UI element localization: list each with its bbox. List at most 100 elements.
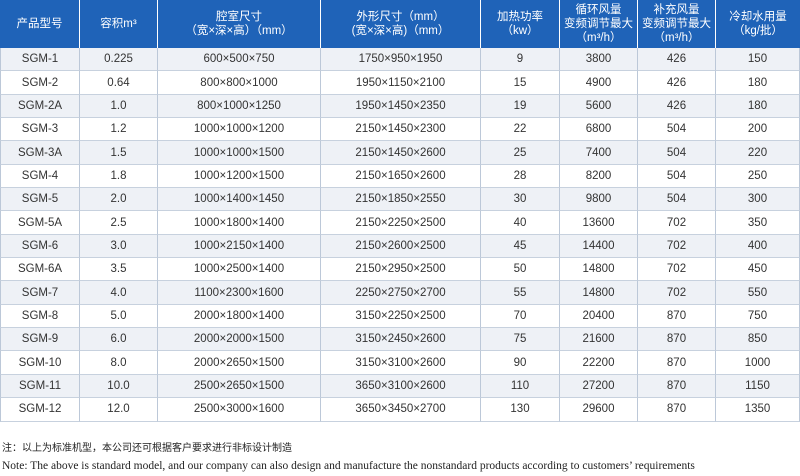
cell-model: SGM-3A	[0, 141, 80, 165]
cell-model: SGM-9	[0, 328, 80, 352]
cell-supplementary-air: 870	[638, 351, 716, 375]
cell-model: SGM-5	[0, 188, 80, 212]
cell-cooling-water: 180	[716, 71, 800, 95]
cell-heating-power: 22	[481, 118, 560, 142]
cell-heating-power: 40	[481, 211, 560, 235]
cell-volume: 5.0	[80, 304, 158, 329]
cell-supplementary-air: 504	[638, 141, 716, 165]
header-line: (宽×深×高)（mm）	[351, 25, 450, 37]
cell-cooling-water: 850	[716, 328, 800, 352]
cell-cooling-water: 150	[716, 48, 800, 72]
table-body: SGM-1 0.225 600×500×750 1750×950×1950 9 3800 4…	[0, 48, 800, 422]
cell-chamber-size: 1000×1000×1500	[158, 141, 321, 165]
cell-cooling-water: 750	[716, 304, 800, 329]
cell-supplementary-air: 702	[638, 234, 716, 259]
table-row: SGM-7 4.0 1100×2300×1600 2250×2750×2700 55 14…	[0, 281, 800, 305]
note-english: Note: The above is standard model, and o…	[2, 460, 695, 472]
table-row: SGM-9 6.0 2000×2000×1500 3150×2450×2600 75 21…	[0, 328, 800, 352]
cell-chamber-size: 1100×2300×1600	[158, 281, 321, 305]
header-line: 变频调节最大	[642, 18, 711, 30]
cell-heating-power: 28	[481, 164, 560, 189]
cell-heating-power: 70	[481, 304, 560, 329]
header-line: （kw）	[501, 25, 539, 37]
header-line: 容积m³	[100, 18, 137, 30]
cell-outer-size: 1950×1150×2100	[321, 71, 481, 95]
header-line: 加热功率	[497, 11, 543, 23]
cell-chamber-size: 2500×2650×1500	[158, 374, 321, 399]
cell-chamber-size: 2000×2650×1500	[158, 351, 321, 375]
cell-model: SGM-12	[0, 398, 80, 422]
cell-cooling-water: 300	[716, 188, 800, 212]
cell-outer-size: 3150×2450×2600	[321, 328, 481, 352]
cell-outer-size: 2150×2950×2500	[321, 258, 481, 282]
table-row: SGM-8 5.0 2000×1800×1400 3150×2250×2500 70 20…	[0, 304, 800, 329]
cell-chamber-size: 1000×2150×1400	[158, 234, 321, 259]
cell-chamber-size: 600×500×750	[158, 48, 321, 72]
header-line: 补充风量	[653, 4, 700, 16]
cell-supplementary-air: 702	[638, 281, 716, 305]
cell-chamber-size: 800×800×1000	[158, 71, 321, 95]
cell-outer-size: 2150×2600×2500	[321, 234, 481, 259]
header-chamber-size: 腔室尺寸 （宽×深×高）（mm）	[158, 0, 321, 48]
cell-volume: 6.0	[80, 328, 158, 352]
cell-chamber-size: 2500×3000×1600	[158, 398, 321, 422]
cell-outer-size: 3150×3100×2600	[321, 351, 481, 375]
cell-volume: 12.0	[80, 398, 158, 422]
cell-supplementary-air: 426	[638, 48, 716, 72]
cell-cooling-water: 350	[716, 211, 800, 235]
cell-heating-power: 30	[481, 188, 560, 212]
header-volume: 容积m³	[80, 0, 158, 48]
cell-heating-power: 45	[481, 234, 560, 259]
cell-circulating-air: 14800	[560, 258, 638, 282]
cell-outer-size: 1750×950×1950	[321, 48, 481, 72]
header-circulating-air: 循环风量 变频调节最大 （m³/h）	[560, 0, 638, 48]
cell-circulating-air: 27200	[560, 374, 638, 399]
cell-chamber-size: 1000×2500×1400	[158, 258, 321, 282]
cell-outer-size: 2150×1450×2300	[321, 118, 481, 142]
cell-model: SGM-11	[0, 374, 80, 399]
cell-volume: 3.0	[80, 234, 158, 259]
cell-circulating-air: 8200	[560, 164, 638, 189]
header-line: 循环风量	[575, 4, 622, 16]
cell-supplementary-air: 870	[638, 398, 716, 422]
cell-supplementary-air: 504	[638, 118, 716, 142]
header-line: 产品型号	[16, 18, 63, 30]
cell-supplementary-air: 870	[638, 304, 716, 329]
table-row: SGM-6 3.0 1000×2150×1400 2150×2600×2500 45 14…	[0, 234, 800, 259]
cell-supplementary-air: 870	[638, 328, 716, 352]
spec-table: 产品型号 容积m³ 腔室尺寸 （宽×深×高）（mm） 外形尺寸（mm） (宽×深×高…	[0, 0, 800, 422]
cell-supplementary-air: 504	[638, 164, 716, 189]
header-line: （宽×深×高）（mm）	[185, 25, 293, 37]
cell-volume: 10.0	[80, 374, 158, 399]
header-cooling-water: 冷却水用量 （kg/批）	[716, 0, 800, 48]
cell-outer-size: 3650×3450×2700	[321, 398, 481, 422]
cell-outer-size: 3150×2250×2500	[321, 304, 481, 329]
cell-volume: 0.225	[80, 48, 158, 72]
cell-model: SGM-6	[0, 234, 80, 259]
header-row: 产品型号 容积m³ 腔室尺寸 （宽×深×高）（mm） 外形尺寸（mm） (宽×深×高…	[0, 0, 800, 48]
cell-supplementary-air: 426	[638, 94, 716, 119]
cell-model: SGM-2A	[0, 94, 80, 119]
cell-chamber-size: 1000×1400×1450	[158, 188, 321, 212]
cell-model: SGM-5A	[0, 211, 80, 235]
cell-model: SGM-10	[0, 351, 80, 375]
cell-cooling-water: 200	[716, 118, 800, 142]
cell-model: SGM-7	[0, 281, 80, 305]
cell-heating-power: 25	[481, 141, 560, 165]
cell-volume: 1.5	[80, 141, 158, 165]
cell-circulating-air: 4900	[560, 71, 638, 95]
table-row: SGM-10 8.0 2000×2650×1500 3150×3100×2600 90 2…	[0, 351, 800, 375]
table-row: SGM-2A 1.0 800×1000×1250 1950×1450×2350 19 56…	[0, 94, 800, 119]
header-line: （kg/批）	[733, 25, 783, 37]
cell-chamber-size: 2000×1800×1400	[158, 304, 321, 329]
cell-outer-size: 2150×1650×2600	[321, 164, 481, 189]
cell-cooling-water: 1350	[716, 398, 800, 422]
cell-heating-power: 110	[481, 374, 560, 399]
table-row: SGM-6A 3.5 1000×2500×1400 2150×2950×2500 50 1…	[0, 258, 800, 282]
cell-circulating-air: 6800	[560, 118, 638, 142]
cell-chamber-size: 1000×1000×1200	[158, 118, 321, 142]
cell-heating-power: 75	[481, 328, 560, 352]
cell-cooling-water: 450	[716, 258, 800, 282]
cell-volume: 4.0	[80, 281, 158, 305]
cell-circulating-air: 14400	[560, 234, 638, 259]
